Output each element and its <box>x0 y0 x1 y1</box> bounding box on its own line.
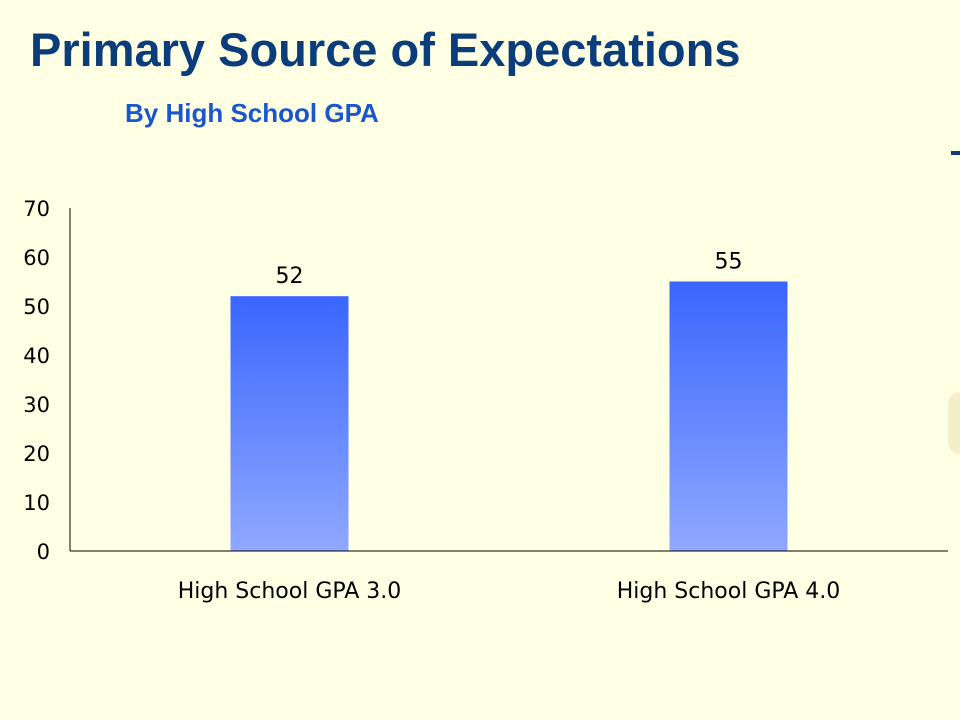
x-tick-label: High School GPA 4.0 <box>617 579 841 604</box>
y-axis-ticks: 0 10 20 30 40 50 60 70 <box>23 197 50 564</box>
y-tick-label: 20 <box>23 442 50 466</box>
bar-value-label: 52 <box>276 264 304 289</box>
bar <box>669 281 788 551</box>
y-tick-label: 0 <box>37 540 50 564</box>
data-labels: 52 55 <box>276 250 743 290</box>
bar <box>230 296 349 551</box>
side-decoration <box>948 392 960 454</box>
y-tick-label: 50 <box>23 295 50 319</box>
y-tick-label: 40 <box>23 344 50 368</box>
x-tick-label: High School GPA 3.0 <box>178 579 402 604</box>
y-tick-label: 10 <box>23 491 50 515</box>
chart-title: Primary Source of Expectations <box>30 23 741 76</box>
bar-value-label: 55 <box>715 250 743 275</box>
y-tick-label: 30 <box>23 393 50 417</box>
y-tick-label: 70 <box>23 197 50 221</box>
x-axis-labels: High School GPA 3.0 High School GPA 4.0 <box>178 579 841 604</box>
y-tick-label: 60 <box>23 246 50 270</box>
bars-layer <box>230 281 788 551</box>
corner-decoration <box>951 151 960 155</box>
chart-subtitle: By High School GPA <box>125 98 379 128</box>
